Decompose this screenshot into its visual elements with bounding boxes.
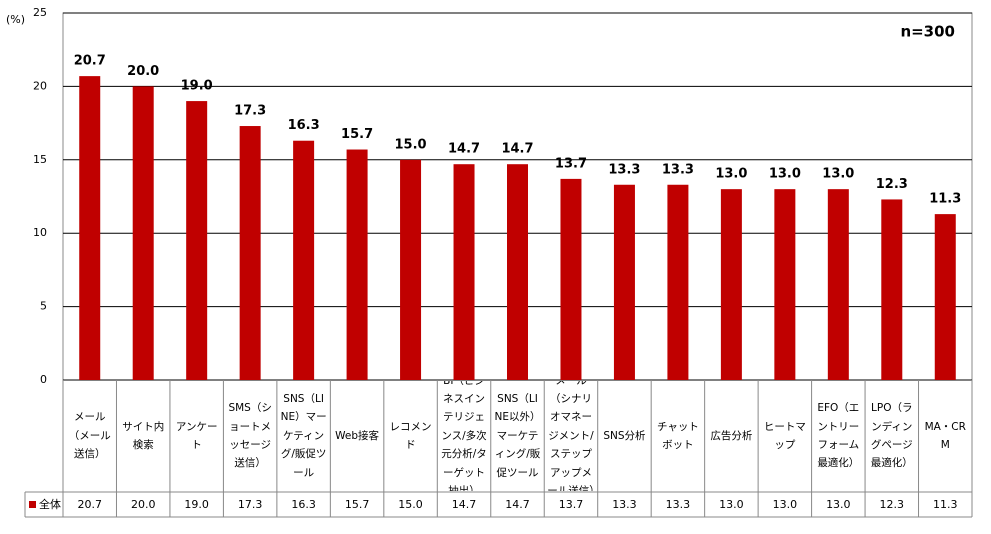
bar <box>400 159 422 380</box>
table-value: 19.0 <box>184 498 209 511</box>
value-label: 15.7 <box>341 127 373 142</box>
value-label: 20.7 <box>74 54 106 69</box>
bar <box>346 149 368 380</box>
category-cell: チャットボット <box>656 420 699 451</box>
legend-swatch <box>29 501 36 508</box>
y-tick-label: 25 <box>33 6 47 19</box>
x-tick-label: サイト内検索 <box>122 420 165 451</box>
category-cell: メール（シナリオマネージメント/ステップアップメール送信） <box>547 381 598 491</box>
value-label: 14.7 <box>501 142 533 157</box>
bar <box>613 184 635 380</box>
table-value: 13.0 <box>719 498 744 511</box>
y-unit-label: (%) <box>6 13 25 26</box>
bar <box>132 86 154 381</box>
x-tick-label: チャットボット <box>656 420 699 451</box>
x-tick-label: SNS（LINE）マーケティング/販促ツール <box>280 393 327 479</box>
bar <box>507 164 528 380</box>
x-tick-label: レコメンド <box>389 420 432 451</box>
category-cell: MA・CRM <box>924 420 966 451</box>
x-tick-label: メール（メール送信） <box>68 411 111 461</box>
bar <box>881 199 903 380</box>
x-tick-label: SNS（LINE以外）マーケティング/販促ツール <box>494 393 541 479</box>
table-value: 20.7 <box>77 498 102 511</box>
legend-label: 全体 <box>39 497 61 511</box>
annotation: n=300 <box>900 23 955 41</box>
y-tick-label: 5 <box>40 300 47 313</box>
table-value: 13.3 <box>666 498 691 511</box>
bar <box>79 76 101 381</box>
table-value: 15.0 <box>398 498 423 511</box>
value-label: 16.3 <box>288 118 320 133</box>
value-label: 13.0 <box>715 167 747 182</box>
x-tick-label: 広告分析 <box>710 429 753 442</box>
y-tick-label: 20 <box>33 79 47 92</box>
value-label: 11.3 <box>929 192 961 207</box>
y-tick-label: 15 <box>33 153 47 166</box>
value-label: 14.7 <box>448 142 480 157</box>
bar <box>934 214 956 380</box>
category-cell: ヒートマップ <box>763 420 806 451</box>
bar <box>186 101 208 380</box>
category-cell: SNS（LINE以外）マーケティング/販促ツール <box>494 393 541 479</box>
value-label: 19.0 <box>181 79 213 94</box>
category-cell: サイト内検索 <box>122 420 165 451</box>
x-tick-label: LPO（ランディングページ最適化） <box>870 402 913 470</box>
x-tick-label: SMS（ショートメッセージ送信） <box>228 402 272 470</box>
category-cell: Web接客 <box>335 429 380 442</box>
x-tick-label: MA・CRM <box>924 420 966 451</box>
table-value: 16.3 <box>291 498 316 511</box>
category-cell: アンケート <box>175 420 218 451</box>
table-value: 14.7 <box>452 498 477 511</box>
category-cell: SNS分析 <box>603 429 646 442</box>
value-label: 13.0 <box>822 167 854 182</box>
x-tick-label: BI（ビジネスインテリジェンス/多次元分析/ターゲット抽出） <box>441 381 487 491</box>
value-label: 20.0 <box>127 64 159 79</box>
y-tick-label: 0 <box>40 373 47 386</box>
x-tick-label: ヒートマップ <box>763 420 806 451</box>
value-label: 13.3 <box>662 162 694 177</box>
category-cell: 広告分析 <box>710 429 753 442</box>
value-label: 13.0 <box>769 167 801 182</box>
category-cell: SMS（ショートメッセージ送信） <box>228 402 272 470</box>
value-label: 12.3 <box>876 177 908 192</box>
table-value: 13.7 <box>559 498 584 511</box>
x-tick-label: Web接客 <box>335 429 380 442</box>
x-tick-label: EFO（エントリーフォーム最適化） <box>817 402 860 470</box>
bar <box>720 189 742 380</box>
category-cell: EFO（エントリーフォーム最適化） <box>817 402 860 470</box>
bar <box>453 164 475 380</box>
category-cell: SNS（LINE）マーケティング/販促ツール <box>280 393 327 479</box>
category-cell: レコメンド <box>389 420 432 451</box>
x-tick-label: メール（シナリオマネージメント/ステップアップメール送信） <box>547 381 598 491</box>
category-cell: BI（ビジネスインテリジェンス/多次元分析/ターゲット抽出） <box>441 381 487 491</box>
table-value: 13.0 <box>826 498 851 511</box>
table-value: 14.7 <box>505 498 530 511</box>
value-label: 15.0 <box>395 137 427 152</box>
value-label: 13.7 <box>555 156 587 171</box>
bar <box>827 189 849 380</box>
bar <box>293 140 315 380</box>
bar <box>239 126 261 380</box>
y-tick-label: 10 <box>33 226 47 239</box>
x-tick-label: アンケート <box>175 420 218 451</box>
table-value: 20.0 <box>131 498 156 511</box>
table-value: 13.0 <box>773 498 798 511</box>
x-tick-label: SNS分析 <box>603 429 646 442</box>
table-value: 13.3 <box>612 498 637 511</box>
bar <box>667 184 689 380</box>
category-cell: LPO（ランディングページ最適化） <box>870 402 913 470</box>
bar <box>774 189 796 380</box>
bar <box>560 178 582 380</box>
value-label: 13.3 <box>608 162 640 177</box>
table-value: 12.3 <box>880 498 905 511</box>
value-label: 17.3 <box>234 104 266 119</box>
table-value: 17.3 <box>238 498 263 511</box>
table-value: 11.3 <box>933 498 958 511</box>
table-value: 15.7 <box>345 498 370 511</box>
category-cell: メール（メール送信） <box>68 411 111 461</box>
